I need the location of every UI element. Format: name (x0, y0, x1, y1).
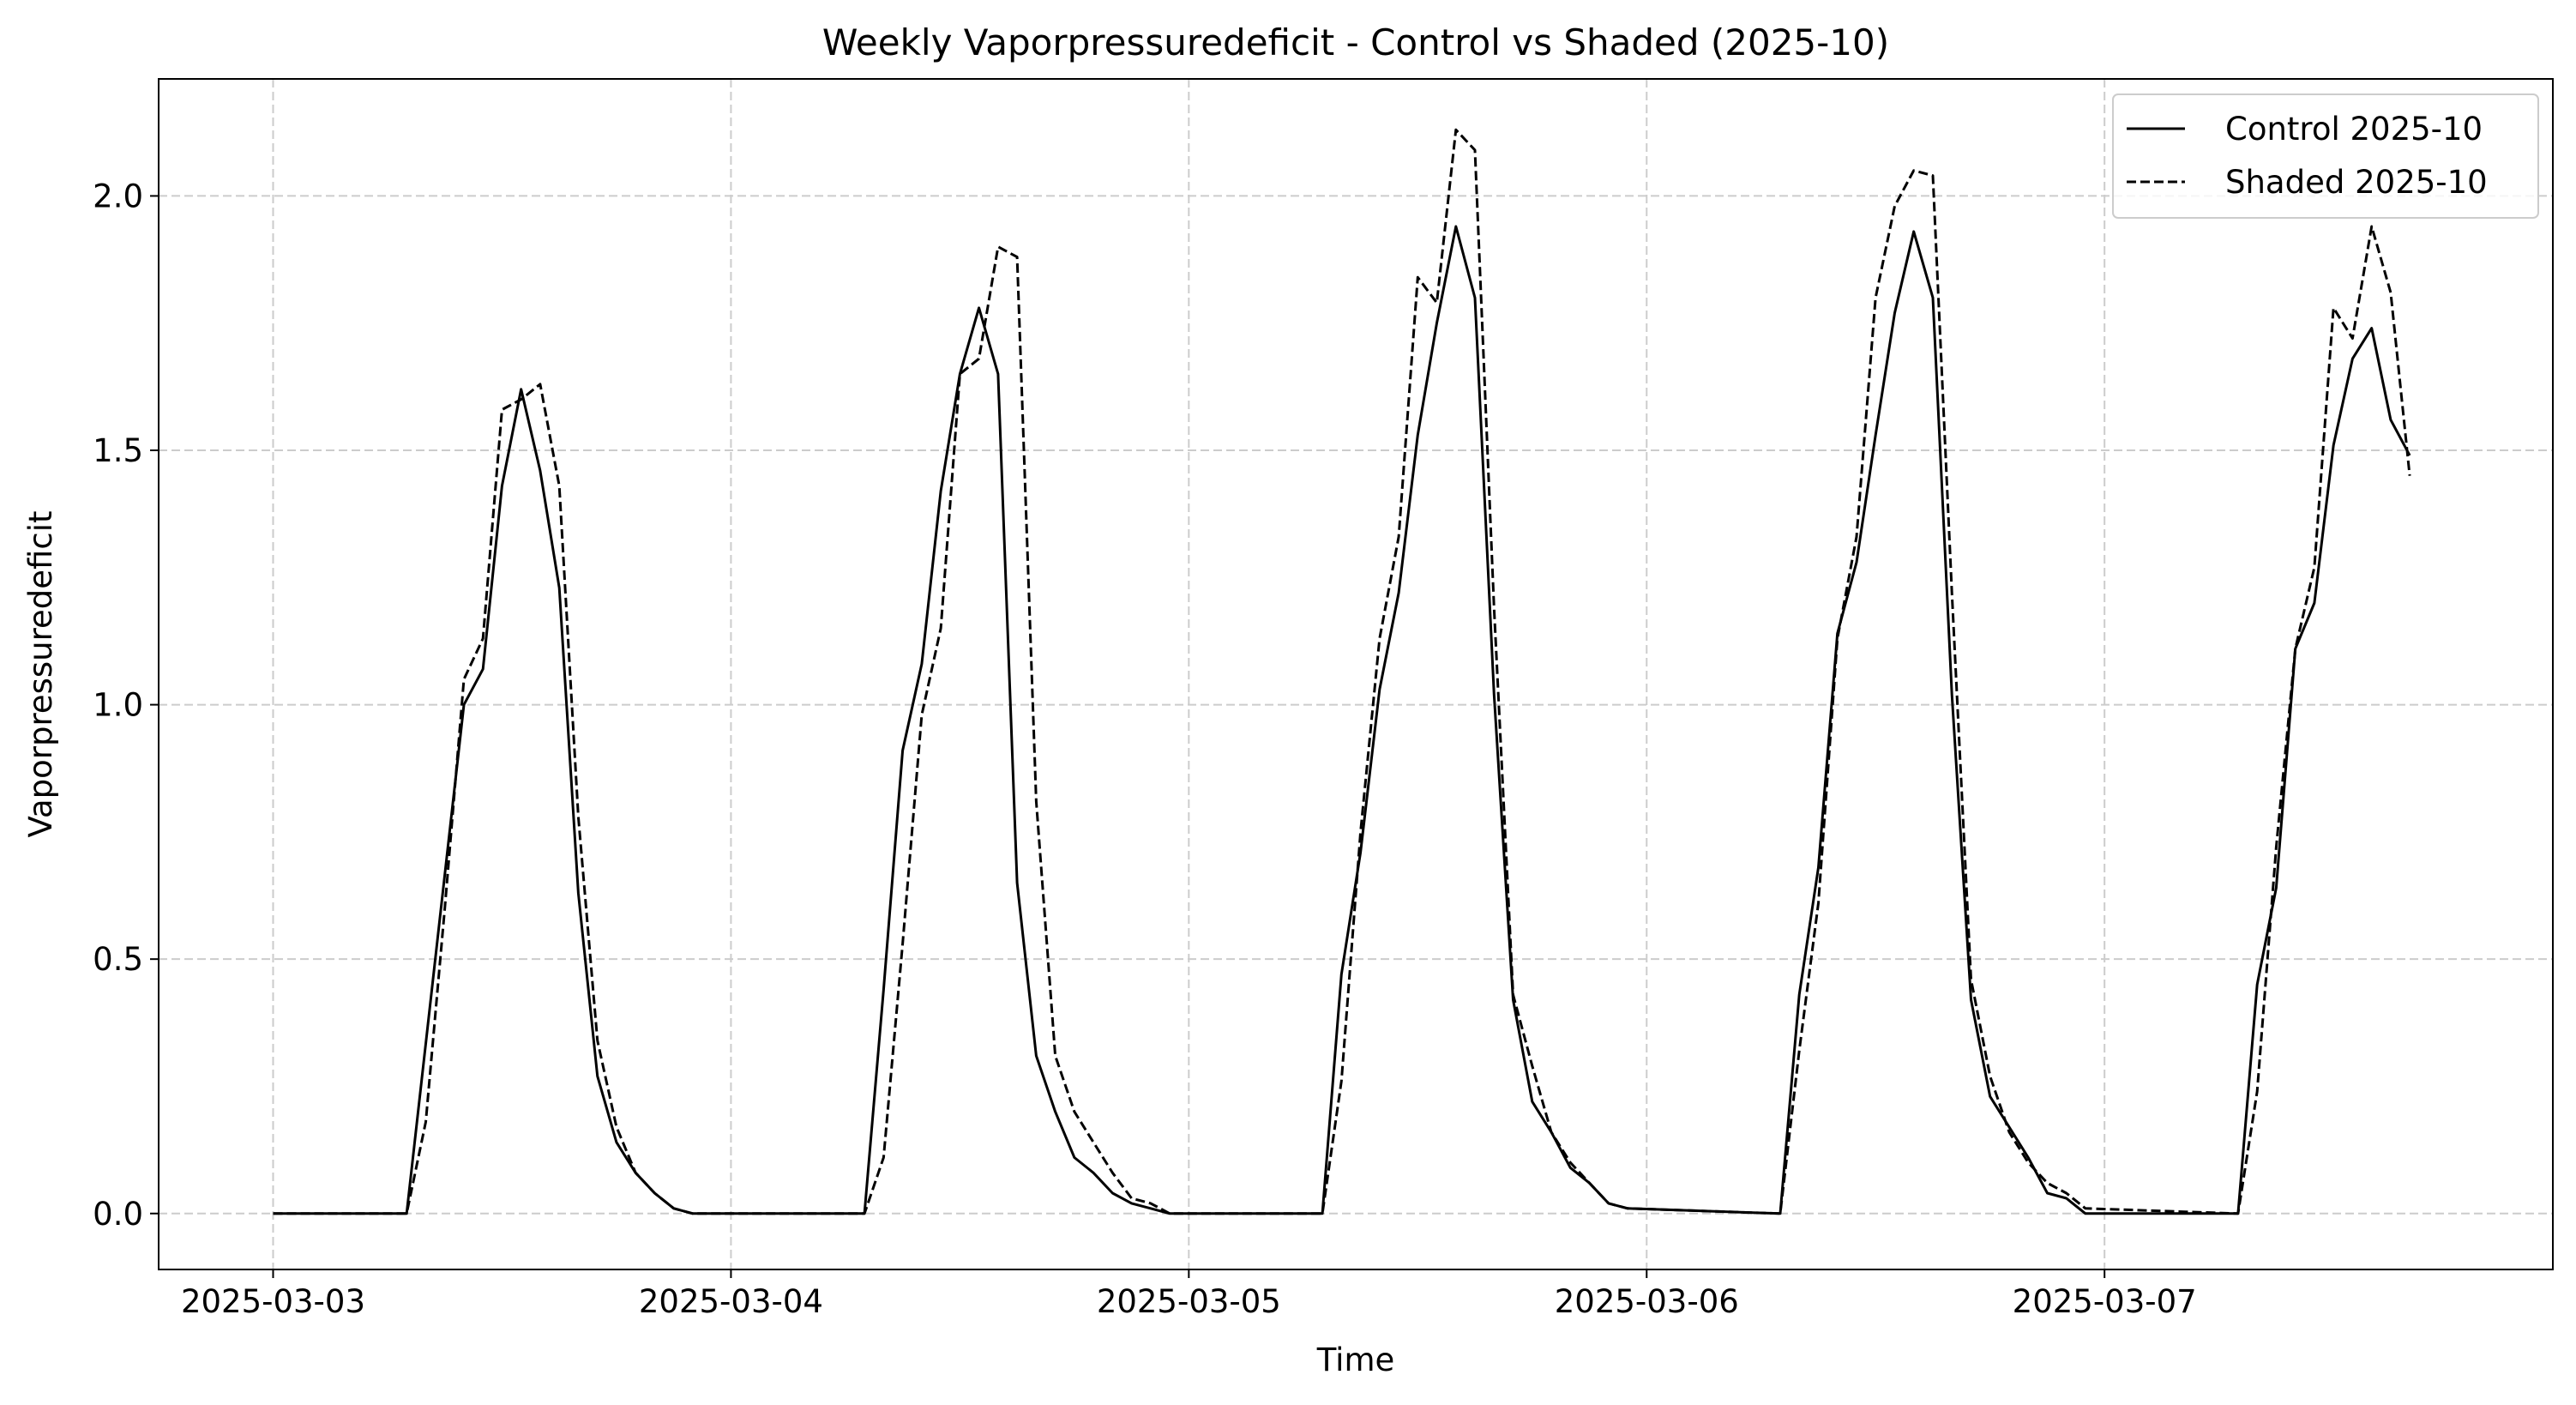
legend: Control 2025-10 Shaded 2025-10 (2112, 93, 2539, 219)
y-tick-label: 1.5 (93, 432, 143, 469)
plot-area-frame (158, 78, 2554, 1270)
legend-box (2112, 93, 2539, 219)
y-axis: 0.0 0.5 1.0 1.5 2.0 (93, 178, 159, 1233)
x-tick-label: 2025-03-07 (2013, 1283, 2197, 1320)
legend-label-shaded: Shaded 2025-10 (2225, 164, 2488, 201)
x-tick-label: 2025-03-04 (639, 1283, 823, 1320)
y-tick-label: 0.5 (93, 941, 143, 978)
x-tick-label: 2025-03-03 (181, 1283, 365, 1320)
x-tick-label: 2025-03-06 (1555, 1283, 1739, 1320)
x-axis: 2025-03-03 2025-03-04 2025-03-05 2025-03-06… (181, 1269, 2197, 1320)
y-tick-label: 1.0 (93, 687, 143, 724)
x-axis-label: Time (1316, 1342, 1395, 1378)
series-line-shaded (273, 128, 2411, 1215)
y-tick-label: 2.0 (93, 178, 143, 214)
series-layer (273, 128, 2411, 1215)
y-axis-label: Vaporpressuredeficit (22, 511, 59, 838)
legend-label-control: Control 2025-10 (2225, 111, 2483, 148)
chart-title: Weekly Vaporpressuredeficit - Control vs… (822, 21, 1889, 63)
x-tick-label: 2025-03-05 (1097, 1283, 1281, 1320)
y-tick-label: 0.0 (93, 1196, 143, 1233)
